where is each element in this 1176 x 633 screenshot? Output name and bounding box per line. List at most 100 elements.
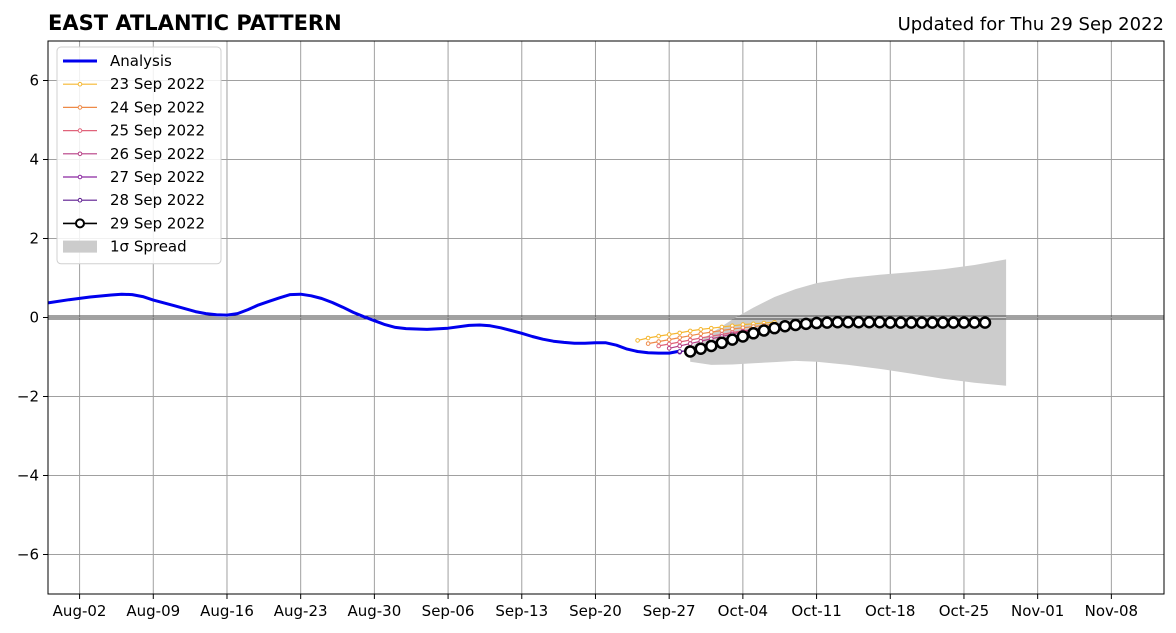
forecast-point bbox=[666, 337, 672, 342]
forecast-point bbox=[831, 315, 844, 329]
forecast-point bbox=[656, 333, 661, 339]
forecast-point bbox=[947, 316, 960, 329]
forecast-point bbox=[726, 333, 739, 346]
x-tick-label: Oct-04 bbox=[718, 602, 768, 620]
y-tick-label: 0 bbox=[29, 309, 39, 327]
forecast-point bbox=[810, 316, 823, 330]
forecast-point bbox=[677, 343, 682, 349]
x-tick-label: Nov-08 bbox=[1085, 602, 1138, 620]
chart-title: EAST ATLANTIC PATTERN bbox=[48, 11, 342, 35]
forecast-point bbox=[873, 315, 886, 329]
y-axis-ticks: 6 4 2 0 −2 −4 −6 bbox=[17, 72, 48, 564]
legend-marker bbox=[75, 218, 85, 229]
x-tick-label: Sep-13 bbox=[495, 602, 548, 620]
legend-item: 25 Sep 2022 bbox=[63, 122, 205, 140]
forecast-point bbox=[936, 316, 950, 329]
x-tick-label: Sep-20 bbox=[569, 602, 622, 620]
forecast-point bbox=[905, 316, 918, 329]
y-tick-label: 6 bbox=[29, 72, 39, 90]
legend-marker bbox=[77, 81, 83, 87]
legend: Analysis 23 Sep 2022 24 Sep 2022 25 Sep 202… bbox=[56, 46, 222, 265]
legend-label: 26 Sep 2022 bbox=[110, 145, 205, 163]
legend-label: 29 Sep 2022 bbox=[110, 214, 205, 232]
forecast-point bbox=[799, 317, 813, 331]
chart-subtitle: Updated for Thu 29 Sep 2022 bbox=[898, 14, 1164, 35]
legend-label: 1σ Spread bbox=[110, 238, 187, 256]
forecast-point bbox=[708, 325, 714, 331]
legend-label: 25 Sep 2022 bbox=[110, 122, 205, 140]
y-tick-label: −4 bbox=[17, 467, 39, 485]
legend-marker bbox=[77, 174, 83, 180]
legend-marker bbox=[77, 197, 83, 203]
legend-label: Analysis bbox=[110, 52, 172, 70]
forecast-point bbox=[736, 330, 750, 343]
forecast-point bbox=[820, 316, 834, 329]
forecast-point bbox=[715, 336, 729, 350]
legend-item: 24 Sep 2022 bbox=[63, 98, 205, 116]
x-tick-label: Aug-02 bbox=[53, 602, 107, 620]
forecast-series-6 bbox=[683, 315, 992, 358]
legend-swatch bbox=[63, 240, 97, 253]
forecast-point bbox=[978, 316, 992, 329]
x-tick-label: Oct-18 bbox=[865, 602, 915, 620]
x-tick-label: Aug-16 bbox=[200, 602, 254, 620]
forecast-point bbox=[852, 315, 865, 329]
forecast-point bbox=[708, 329, 714, 335]
y-tick-label: −6 bbox=[17, 546, 39, 564]
forecast-point bbox=[687, 328, 693, 334]
forecast-point bbox=[683, 345, 697, 358]
x-tick-label: Sep-06 bbox=[422, 602, 475, 620]
forecast-point bbox=[687, 333, 693, 338]
forecast-point bbox=[677, 330, 682, 336]
legend-label: 27 Sep 2022 bbox=[110, 168, 205, 186]
legend-marker bbox=[77, 151, 83, 157]
forecast-point bbox=[705, 339, 718, 353]
forecast-point bbox=[687, 341, 693, 346]
forecast-point bbox=[957, 316, 971, 329]
forecast-point bbox=[698, 327, 704, 332]
forecast-point bbox=[635, 338, 640, 343]
forecast-point bbox=[698, 331, 704, 336]
legend-item: 29 Sep 2022 bbox=[63, 214, 205, 232]
legend-marker bbox=[77, 128, 83, 133]
forecast-point bbox=[677, 339, 682, 345]
forecast-point bbox=[862, 315, 876, 329]
x-axis-ticks: Aug-02 Aug-09 Aug-16 Aug-23 Aug-30 Sep-06 Sep-… bbox=[53, 594, 1138, 620]
forecast-point bbox=[757, 324, 771, 337]
forecast-point bbox=[666, 341, 672, 347]
forecast-point bbox=[968, 316, 981, 329]
x-tick-label: Oct-25 bbox=[939, 602, 989, 620]
forecast-point bbox=[915, 316, 929, 329]
legend-item: 27 Sep 2022 bbox=[63, 168, 205, 186]
forecast-point bbox=[656, 339, 661, 344]
x-tick-label: Aug-30 bbox=[347, 602, 401, 620]
forecast-point bbox=[677, 349, 682, 354]
x-tick-label: Aug-23 bbox=[274, 602, 328, 620]
legend-label: 23 Sep 2022 bbox=[110, 75, 205, 93]
forecast-point bbox=[768, 321, 781, 335]
x-tick-label: Aug-09 bbox=[126, 602, 180, 620]
forecast-point bbox=[719, 328, 725, 333]
legend-item: Analysis bbox=[63, 52, 172, 70]
forecast-point bbox=[884, 316, 897, 329]
legend-label: 28 Sep 2022 bbox=[110, 191, 205, 209]
legend-box bbox=[56, 46, 222, 265]
legend-item: 28 Sep 2022 bbox=[63, 191, 205, 209]
forecast-layer bbox=[635, 315, 992, 358]
y-tick-label: −2 bbox=[17, 388, 39, 406]
forecast-point bbox=[894, 316, 908, 329]
legend-marker bbox=[77, 105, 83, 110]
x-tick-label: Sep-27 bbox=[643, 602, 696, 620]
forecast-point bbox=[789, 318, 802, 332]
forecast-point bbox=[926, 316, 939, 329]
analysis-line bbox=[47, 292, 680, 355]
forecast-point bbox=[645, 341, 651, 346]
forecast-point bbox=[666, 332, 672, 337]
x-tick-label: Oct-11 bbox=[791, 602, 841, 620]
forecast-point bbox=[656, 343, 661, 349]
legend-item: 26 Sep 2022 bbox=[63, 145, 205, 163]
y-tick-label: 2 bbox=[29, 230, 39, 248]
forecast-point bbox=[747, 327, 760, 340]
x-tick-label: Nov-01 bbox=[1011, 602, 1064, 620]
